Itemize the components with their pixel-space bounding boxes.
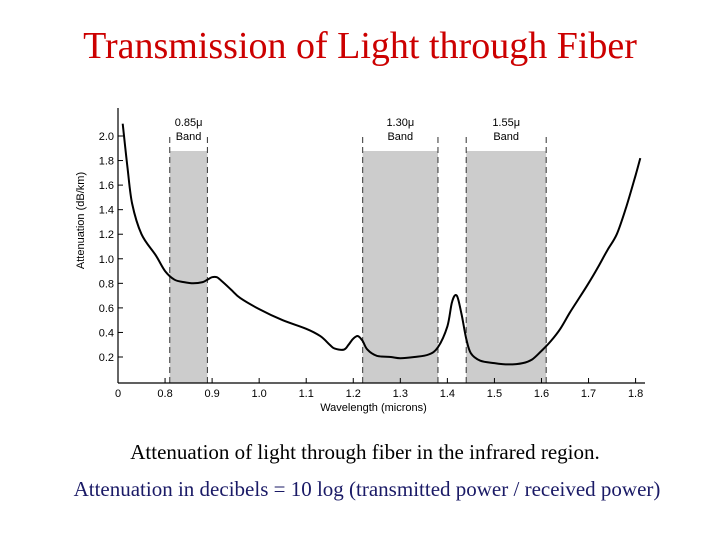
x-tick-label: 0.8 [157,388,172,400]
y-tick-label: 0.6 [99,303,114,315]
y-tick-label: 0.4 [99,327,114,339]
x-axis-label: Wavelength (microns) [320,402,427,414]
y-tick-label: 1.8 [99,156,114,168]
y-tick-label: 1.6 [99,180,114,192]
y-tick-label: 0.2 [99,352,114,364]
x-tick-label: 0 [115,388,121,400]
attenuation-chart: 0.85μ Band 1.30μ Band 1.55μ Band 0 0.8 0.9 1.0 1.1… [75,108,645,414]
y-tick-label: 0.8 [99,278,114,290]
bands-layer [169,137,547,383]
band-label: Band [176,131,202,143]
caption-line-1: Attenuation of light through fiber in th… [130,440,600,464]
y-tick-label: 2.0 [99,131,114,143]
band-label: 0.85μ [175,117,203,129]
band-label: 1.30μ [386,117,414,129]
curve-layer [121,123,642,366]
page-title: Transmission of Light through Fiber [83,25,637,67]
band-region [169,151,208,383]
x-tick-label: 1.2 [346,388,361,400]
band-label: Band [387,131,413,143]
band-region [466,151,547,383]
y-axis-label: Attenuation (dB/km) [75,172,87,269]
x-tick-label: 1.0 [252,388,267,400]
x-tick-label: 1.7 [581,388,596,400]
band-label: Band [493,131,519,143]
axes-layer [117,108,645,384]
labels-layer: 0.85μ Band 1.30μ Band 1.55μ Band 0 0.8 0.9 1.0 1.1… [75,117,643,414]
band-region [362,151,438,383]
band-label: 1.55μ [492,117,520,129]
x-tick-label: 1.5 [487,388,502,400]
attenuation-curve [121,123,642,366]
y-tick-label: 1.2 [99,229,114,241]
caption-line-2: Attenuation in decibels = 10 log (transm… [73,477,661,501]
y-tick-label: 1.0 [99,254,114,266]
x-tick-label: 1.8 [628,388,643,400]
y-tick-label: 1.4 [99,205,114,217]
x-tick-label: 1.4 [440,388,455,400]
x-tick-label: 1.3 [393,388,408,400]
x-tick-label: 1.1 [299,388,314,400]
x-tick-label: 1.6 [534,388,549,400]
x-tick-label: 0.9 [204,388,219,400]
